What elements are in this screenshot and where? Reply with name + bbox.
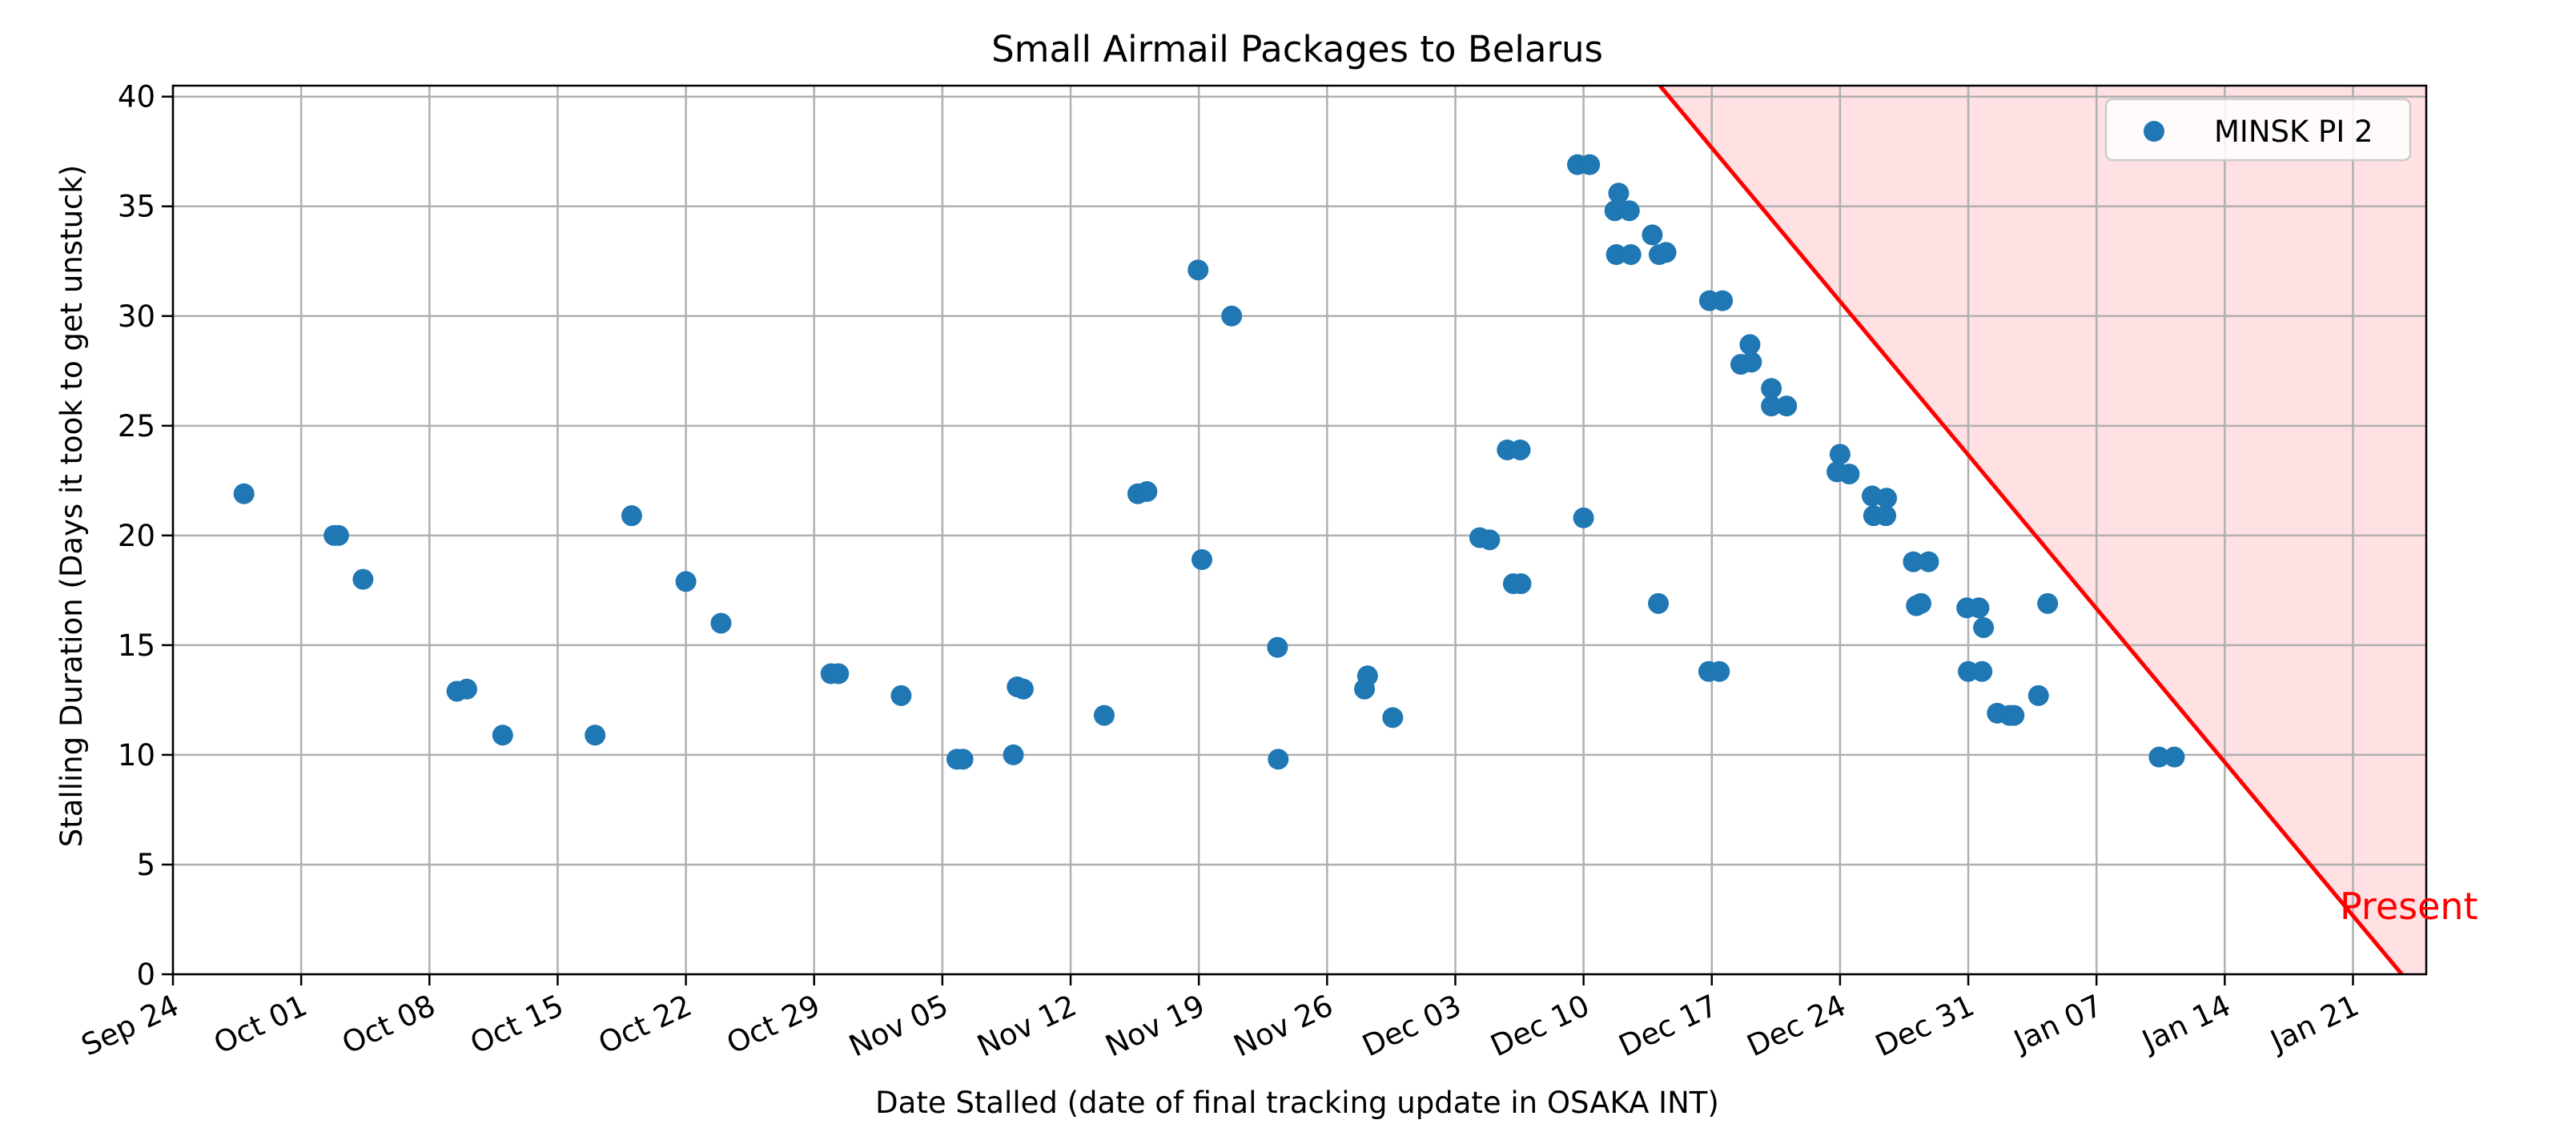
data-point <box>1761 378 1782 399</box>
data-point <box>1839 464 1860 485</box>
data-point <box>1003 744 1024 765</box>
data-point <box>2164 746 2185 768</box>
legend-label: MINSK PI 2 <box>2214 114 2373 149</box>
data-point <box>1910 592 1931 614</box>
data-point <box>1918 551 1939 572</box>
data-point <box>1875 505 1897 527</box>
data-point <box>1648 592 1670 614</box>
data-point <box>1579 154 1601 175</box>
data-point <box>2027 684 2049 706</box>
data-point <box>1642 224 1663 246</box>
data-point <box>2037 592 2059 614</box>
data-point <box>1382 707 1404 729</box>
data-point <box>1136 481 1158 503</box>
data-point <box>233 483 255 504</box>
present-region-fill <box>1659 86 2426 974</box>
data-point <box>1191 549 1212 570</box>
y-tick-label: 35 <box>118 190 155 224</box>
data-point <box>1510 573 1532 595</box>
present-label: Present <box>2340 885 2478 928</box>
x-axis-label: Date Stalled (date of final tracking upd… <box>875 1086 1719 1120</box>
legend-marker <box>2144 121 2164 142</box>
data-point <box>1605 244 1627 266</box>
y-tick-label: 0 <box>136 957 155 992</box>
y-axis-label: Stalling Duration (Days it took to get u… <box>54 165 89 847</box>
data-point <box>828 663 850 684</box>
data-point <box>1971 660 1993 682</box>
data-point <box>952 749 974 770</box>
data-point <box>328 524 349 546</box>
y-tick-label: 30 <box>118 299 155 334</box>
data-point <box>1761 395 1782 417</box>
data-point <box>1267 636 1288 658</box>
data-point <box>2003 704 2025 726</box>
data-point <box>675 571 697 592</box>
present-line <box>1658 86 2404 974</box>
data-point <box>1739 334 1761 355</box>
data-point <box>1618 200 1640 222</box>
data-point <box>352 568 374 590</box>
data-point <box>1188 259 1209 281</box>
data-point <box>1012 678 1034 700</box>
y-tick-label: 20 <box>118 519 155 553</box>
data-point <box>456 678 478 700</box>
y-tick-label: 10 <box>118 738 155 773</box>
data-point <box>710 612 732 634</box>
data-point <box>1655 242 1677 263</box>
data-point <box>1268 749 1289 770</box>
data-point <box>1608 183 1630 204</box>
axes-frame <box>171 84 2428 976</box>
data-point <box>1968 597 1990 619</box>
data-point <box>1709 660 1730 682</box>
data-point <box>1620 244 1642 266</box>
data-point <box>1903 551 1924 572</box>
chart-title: Small Airmail Packages to Belarus <box>991 28 1603 70</box>
data-point <box>1479 529 1501 551</box>
data-point <box>890 684 912 706</box>
data-point <box>1776 395 1798 417</box>
data-point <box>1221 305 1243 327</box>
data-point <box>1093 704 1115 726</box>
y-tick-label: 5 <box>136 848 155 882</box>
data-point <box>1712 290 1734 311</box>
data-point <box>585 725 606 746</box>
data-point <box>1356 665 1378 687</box>
data-point <box>1973 616 1995 638</box>
y-tick-label: 25 <box>118 409 155 444</box>
y-tick-label: 15 <box>118 628 155 663</box>
y-tick-label: 40 <box>118 80 155 114</box>
data-point <box>1876 488 1898 509</box>
data-point <box>621 505 642 527</box>
data-point <box>1509 439 1531 460</box>
data-point <box>1741 351 1762 373</box>
legend-box <box>2104 98 2412 162</box>
data-point <box>1604 200 1626 222</box>
data-point <box>1829 444 1851 465</box>
data-point <box>2148 746 2170 768</box>
data-point <box>492 725 513 746</box>
data-point <box>1573 507 1594 528</box>
